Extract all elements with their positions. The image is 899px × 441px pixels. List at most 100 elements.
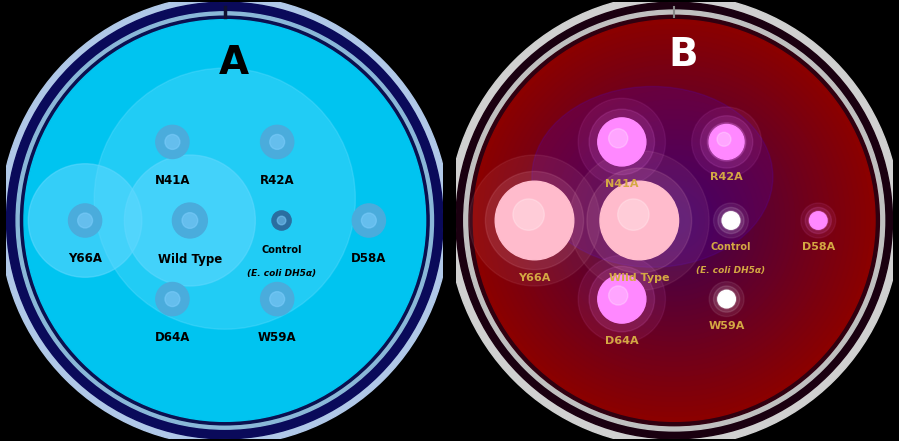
- Circle shape: [718, 290, 735, 308]
- Text: A: A: [218, 45, 249, 82]
- Circle shape: [618, 199, 649, 230]
- Circle shape: [624, 170, 725, 271]
- Circle shape: [599, 145, 750, 296]
- Circle shape: [718, 207, 744, 234]
- Circle shape: [68, 204, 102, 237]
- Circle shape: [488, 35, 860, 406]
- Circle shape: [659, 206, 690, 235]
- Circle shape: [609, 286, 628, 305]
- Circle shape: [523, 70, 824, 371]
- Circle shape: [529, 75, 820, 366]
- Text: (E. coli DH5α): (E. coli DH5α): [247, 269, 316, 278]
- Circle shape: [544, 90, 805, 351]
- Circle shape: [589, 109, 654, 175]
- Circle shape: [717, 289, 736, 309]
- Circle shape: [598, 118, 645, 166]
- Circle shape: [469, 15, 879, 426]
- Circle shape: [456, 2, 893, 439]
- Circle shape: [124, 155, 255, 286]
- Circle shape: [534, 80, 814, 361]
- Circle shape: [691, 107, 761, 177]
- Circle shape: [498, 184, 571, 257]
- Circle shape: [0, 0, 469, 441]
- Circle shape: [469, 155, 600, 286]
- Circle shape: [156, 125, 189, 158]
- Circle shape: [21, 16, 429, 425]
- Text: D58A: D58A: [352, 252, 387, 265]
- Circle shape: [713, 129, 740, 155]
- Circle shape: [94, 68, 355, 329]
- Text: Control: Control: [262, 245, 302, 255]
- Circle shape: [165, 135, 180, 149]
- Circle shape: [722, 212, 740, 229]
- Circle shape: [609, 155, 740, 286]
- Circle shape: [609, 129, 628, 148]
- Circle shape: [495, 181, 574, 260]
- Circle shape: [498, 45, 850, 396]
- Circle shape: [361, 213, 377, 228]
- Circle shape: [664, 210, 684, 231]
- Circle shape: [261, 283, 294, 316]
- Circle shape: [6, 2, 443, 439]
- Circle shape: [494, 40, 855, 401]
- Circle shape: [503, 50, 845, 391]
- Circle shape: [464, 10, 885, 431]
- Circle shape: [649, 195, 699, 246]
- Text: (E. coli DH5α): (E. coli DH5α): [697, 266, 766, 275]
- Circle shape: [587, 168, 691, 273]
- Circle shape: [614, 160, 734, 281]
- Circle shape: [708, 123, 746, 161]
- Circle shape: [721, 211, 741, 230]
- Circle shape: [165, 292, 180, 306]
- Circle shape: [604, 150, 744, 291]
- Circle shape: [513, 199, 544, 230]
- Circle shape: [629, 176, 719, 265]
- Circle shape: [277, 216, 286, 225]
- Circle shape: [809, 211, 828, 230]
- Circle shape: [806, 207, 832, 234]
- Circle shape: [598, 275, 645, 323]
- Circle shape: [0, 0, 450, 441]
- Circle shape: [720, 292, 734, 306]
- Circle shape: [654, 200, 694, 241]
- Circle shape: [714, 203, 749, 238]
- Text: R42A: R42A: [260, 174, 295, 187]
- Circle shape: [589, 266, 654, 332]
- Circle shape: [548, 95, 800, 346]
- Circle shape: [600, 181, 679, 260]
- Circle shape: [634, 180, 715, 261]
- Circle shape: [809, 212, 827, 229]
- Circle shape: [270, 292, 285, 306]
- Circle shape: [714, 286, 740, 312]
- Text: Wild Type: Wild Type: [157, 253, 222, 266]
- Text: D58A: D58A: [802, 243, 835, 252]
- Text: Wild Type: Wild Type: [609, 273, 670, 283]
- Circle shape: [605, 125, 638, 158]
- Circle shape: [448, 0, 899, 441]
- Circle shape: [605, 283, 638, 316]
- Text: D64A: D64A: [155, 331, 190, 344]
- Circle shape: [156, 283, 189, 316]
- Text: N41A: N41A: [155, 174, 191, 187]
- Circle shape: [77, 213, 93, 228]
- Circle shape: [539, 85, 810, 356]
- Text: Y66A: Y66A: [519, 273, 551, 283]
- Circle shape: [569, 151, 709, 290]
- Circle shape: [639, 185, 709, 256]
- Circle shape: [801, 203, 836, 238]
- Circle shape: [558, 105, 789, 336]
- Circle shape: [594, 140, 754, 301]
- Circle shape: [474, 20, 875, 421]
- Text: W59A: W59A: [258, 331, 297, 344]
- Circle shape: [579, 125, 770, 316]
- Text: R42A: R42A: [710, 172, 743, 183]
- Circle shape: [484, 30, 865, 411]
- Circle shape: [554, 100, 795, 341]
- Text: N41A: N41A: [605, 179, 638, 189]
- Circle shape: [812, 214, 825, 227]
- Text: B: B: [668, 36, 698, 74]
- Circle shape: [24, 20, 425, 421]
- Text: Y66A: Y66A: [68, 252, 102, 265]
- Circle shape: [352, 204, 386, 237]
- Circle shape: [478, 25, 870, 416]
